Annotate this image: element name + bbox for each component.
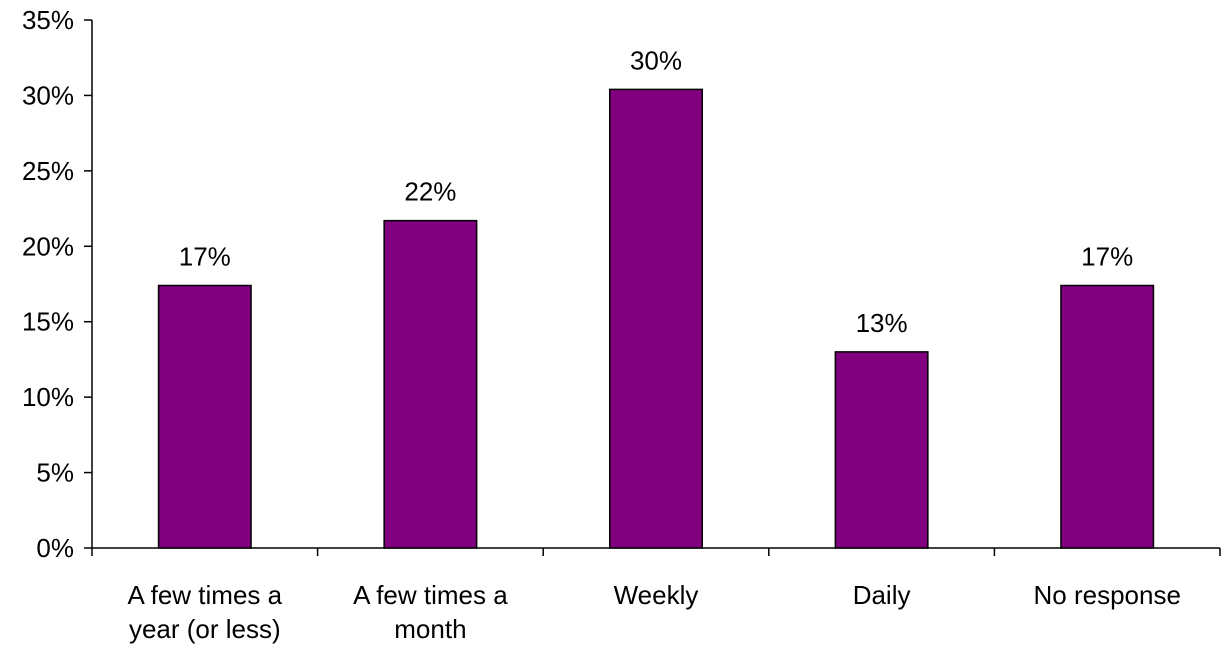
y-tick-label: 5% bbox=[36, 458, 74, 488]
x-category-label: Daily bbox=[853, 580, 911, 610]
y-tick-label: 10% bbox=[22, 382, 74, 412]
data-label: 17% bbox=[1081, 242, 1133, 272]
data-label: 30% bbox=[630, 45, 682, 75]
data-label: 17% bbox=[179, 242, 231, 272]
data-label: 13% bbox=[856, 308, 908, 338]
x-category-label: month bbox=[394, 614, 466, 644]
bar bbox=[834, 351, 929, 549]
bar bbox=[1060, 284, 1155, 549]
x-category-label: Weekly bbox=[614, 580, 699, 610]
y-tick-label: 0% bbox=[36, 533, 74, 563]
y-tick-label: 15% bbox=[22, 307, 74, 337]
y-tick-label: 30% bbox=[22, 80, 74, 110]
x-category-label: No response bbox=[1033, 580, 1180, 610]
labels: 0% 5% 10% 15% 20% 25% 30% 35% 17% A few times a ye… bbox=[22, 5, 1181, 644]
y-tick-label: 20% bbox=[22, 231, 74, 261]
bars bbox=[157, 88, 1155, 549]
x-category-label: year (or less) bbox=[129, 614, 281, 644]
bar bbox=[609, 88, 703, 549]
y-tick-label: 25% bbox=[22, 156, 74, 186]
bar bbox=[383, 219, 478, 549]
data-label: 22% bbox=[404, 177, 456, 207]
x-category-label: A few times a bbox=[127, 580, 282, 610]
x-category-label: A few times a bbox=[353, 580, 508, 610]
bar bbox=[157, 284, 252, 549]
y-tick-label: 35% bbox=[22, 5, 74, 35]
